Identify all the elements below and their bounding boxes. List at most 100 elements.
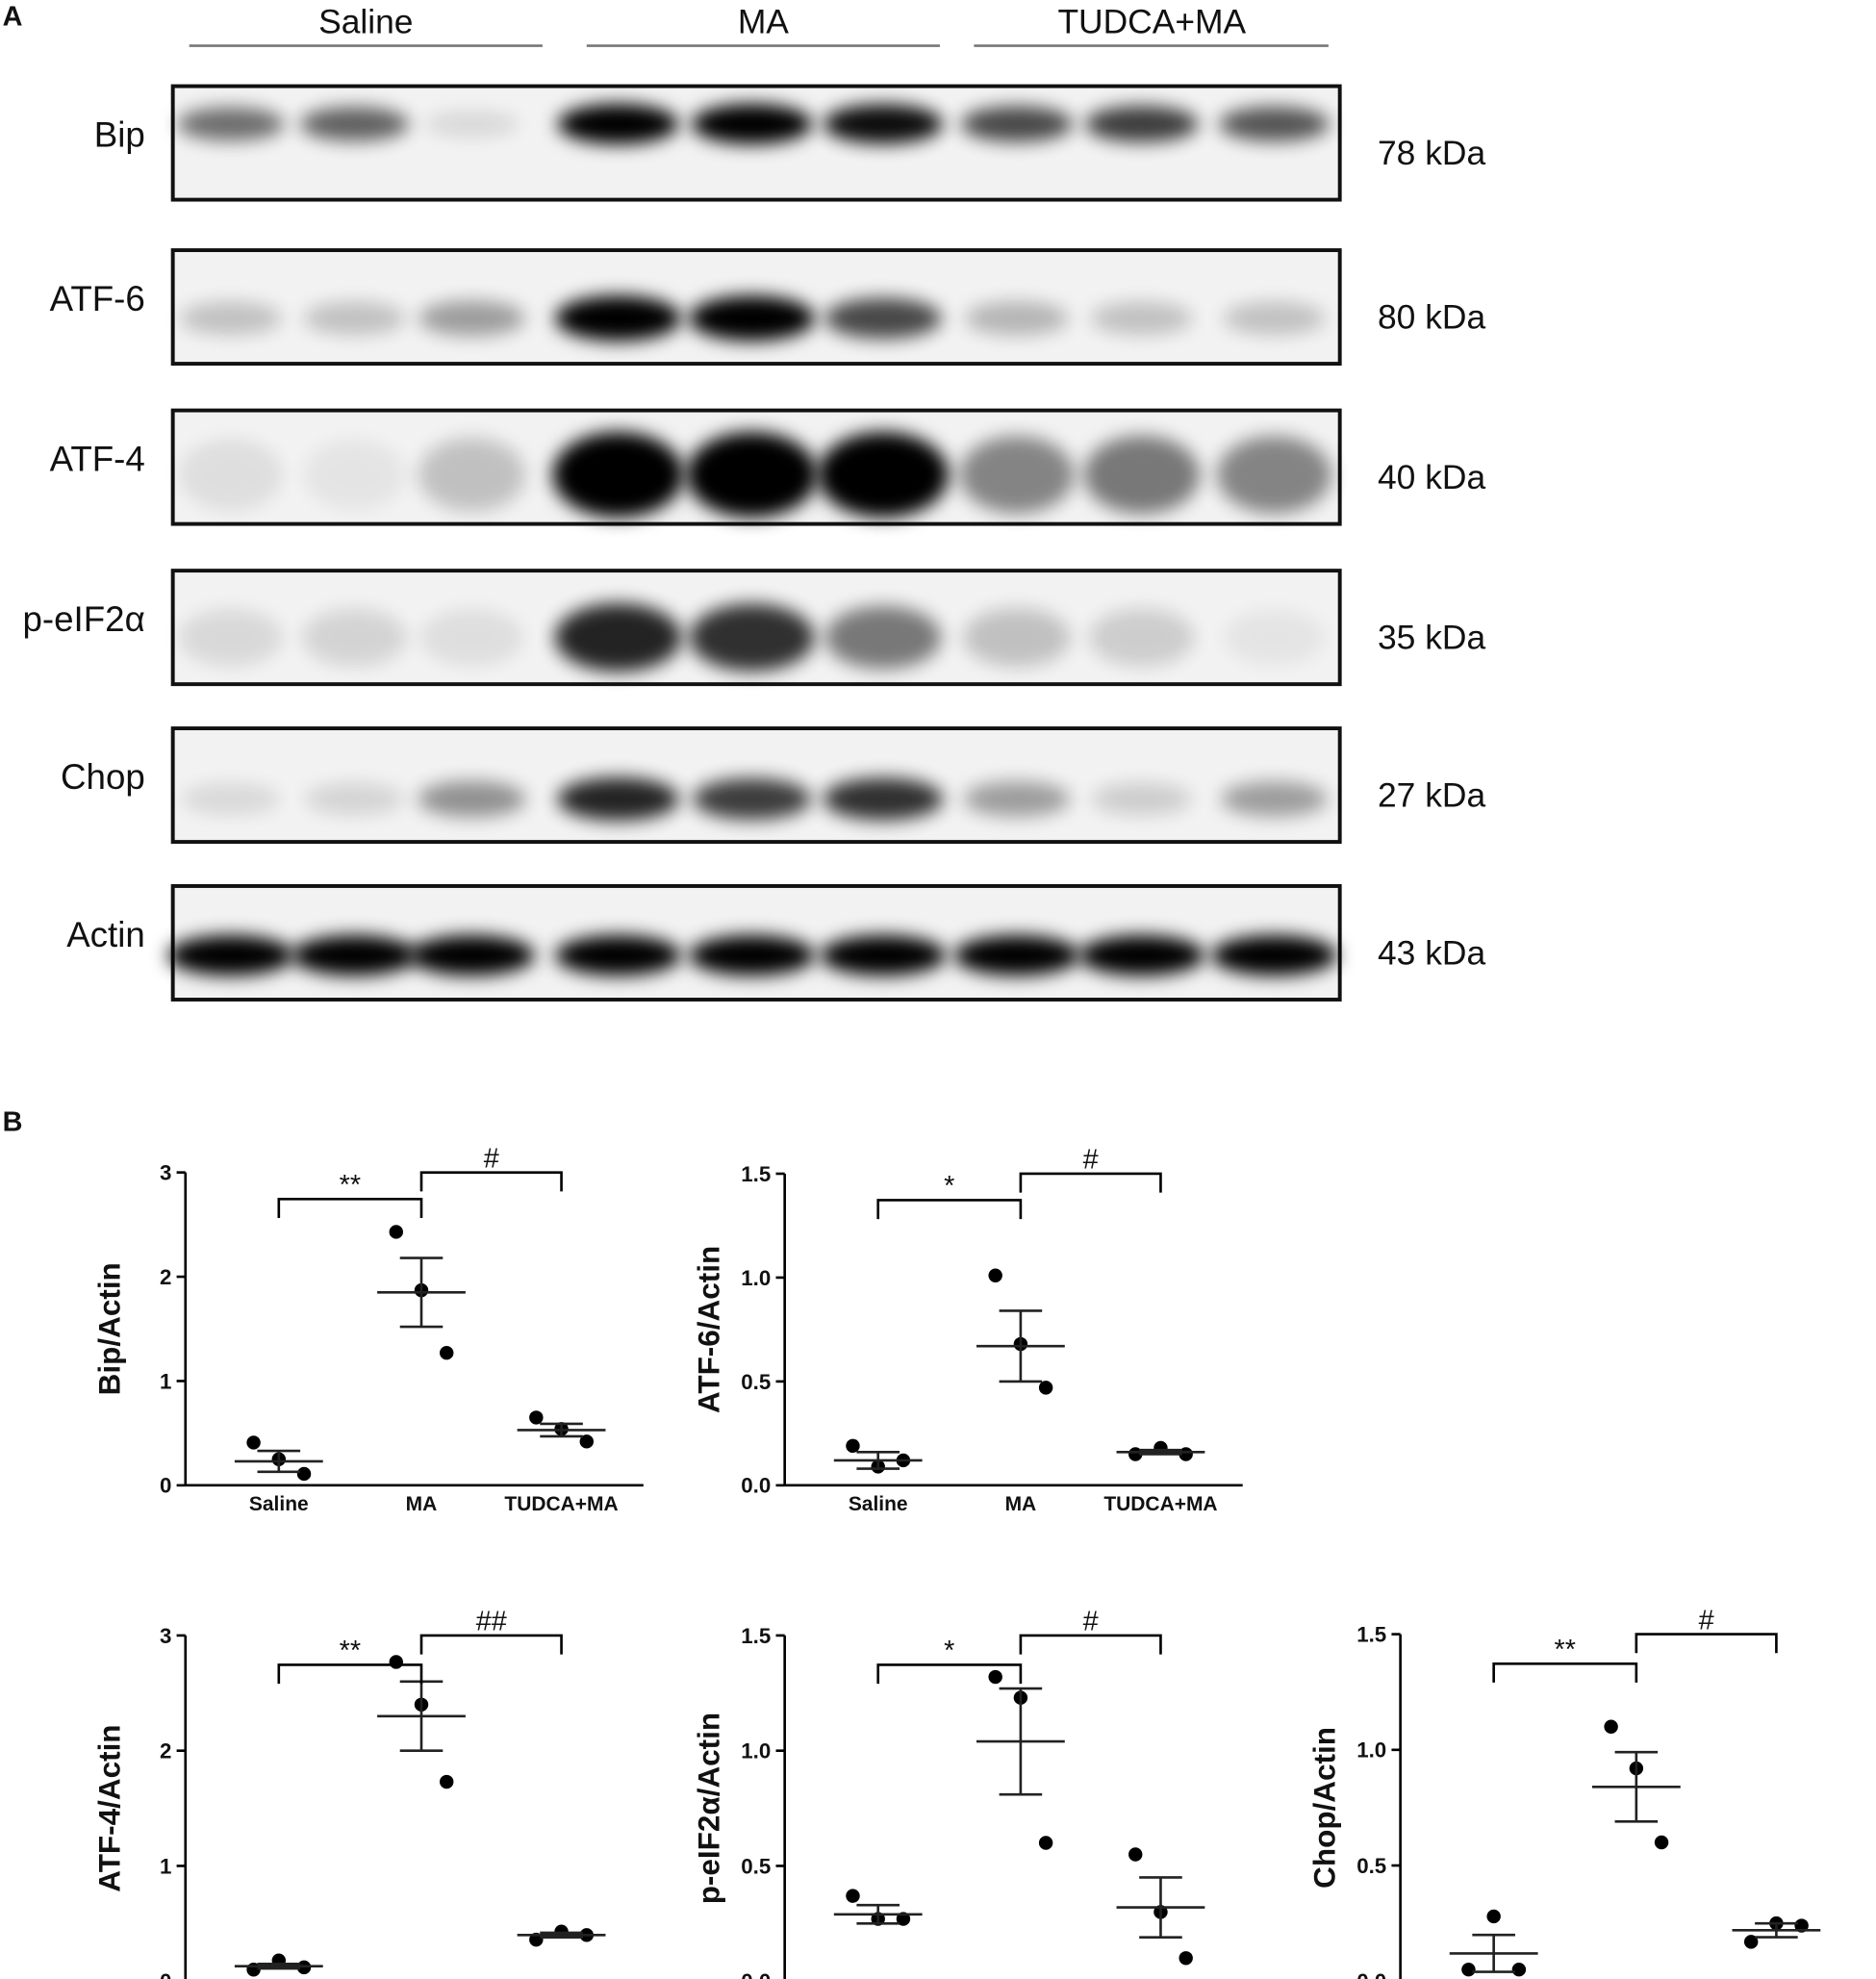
significance-label: # bbox=[484, 1143, 499, 1174]
band bbox=[1223, 609, 1326, 666]
point bbox=[1604, 1719, 1618, 1734]
band bbox=[820, 935, 947, 977]
point bbox=[389, 1655, 403, 1669]
significance-label: # bbox=[1083, 1145, 1099, 1176]
band bbox=[689, 603, 815, 672]
band bbox=[424, 111, 520, 138]
significance-label: # bbox=[1083, 1607, 1099, 1637]
band bbox=[418, 780, 526, 818]
band bbox=[1210, 935, 1338, 977]
point bbox=[1743, 1935, 1759, 1949]
y-tick-label: 2 bbox=[160, 1265, 171, 1289]
blot-label: Actin bbox=[66, 915, 145, 954]
band bbox=[1221, 780, 1328, 817]
band bbox=[304, 782, 405, 816]
significance-bracket bbox=[419, 1634, 563, 1655]
band bbox=[689, 295, 816, 342]
point bbox=[529, 1410, 544, 1425]
group-label: Saline bbox=[318, 2, 413, 40]
band bbox=[963, 780, 1071, 817]
blot-label: Bip bbox=[94, 115, 145, 155]
point bbox=[1179, 1447, 1193, 1461]
point bbox=[389, 1225, 403, 1239]
band bbox=[691, 103, 813, 144]
x-tick-label: TUDCA+MA bbox=[504, 1493, 618, 1515]
band bbox=[419, 609, 524, 667]
point bbox=[846, 1889, 860, 1903]
blot bbox=[170, 569, 1342, 687]
blot-label: p-eIF2α bbox=[23, 599, 145, 639]
band bbox=[181, 782, 281, 816]
y-tick-label: 2 bbox=[160, 1739, 171, 1763]
y-tick-label: 0.0 bbox=[741, 1474, 771, 1498]
y-tick-label: 0 bbox=[160, 1474, 171, 1498]
point bbox=[988, 1268, 1002, 1282]
blot bbox=[167, 884, 1342, 1002]
y-axis-label: p-eIF2α/Actin bbox=[692, 1713, 725, 1904]
y-tick-label: 1.5 bbox=[1356, 1622, 1386, 1646]
kda-label: 27 kDa bbox=[1378, 775, 1485, 814]
point bbox=[246, 1435, 261, 1450]
band bbox=[1083, 435, 1201, 515]
band bbox=[1219, 106, 1330, 142]
kda-label: 78 kDa bbox=[1378, 134, 1485, 172]
band bbox=[303, 439, 406, 511]
y-tick-label: 3 bbox=[160, 1624, 171, 1648]
y-tick-label: 1.5 bbox=[741, 1162, 771, 1186]
band bbox=[418, 300, 525, 337]
band bbox=[1091, 782, 1192, 816]
y-axis-label: Bip/Actin bbox=[93, 1262, 127, 1395]
y-tick-label: 0.0 bbox=[741, 1969, 771, 1979]
band bbox=[686, 431, 818, 519]
band bbox=[555, 295, 682, 342]
point bbox=[1461, 1962, 1476, 1977]
significance-bracket bbox=[1019, 1634, 1162, 1655]
significance-label: # bbox=[1699, 1605, 1714, 1636]
point bbox=[1128, 1447, 1143, 1461]
band bbox=[557, 103, 679, 144]
significance-label: ** bbox=[340, 1636, 361, 1666]
y-tick-label: 1.0 bbox=[741, 1266, 771, 1290]
y-tick-label: 1 bbox=[160, 1854, 171, 1878]
band bbox=[692, 777, 812, 821]
band bbox=[824, 297, 942, 340]
band bbox=[291, 935, 418, 977]
band bbox=[963, 608, 1071, 668]
point bbox=[296, 1466, 312, 1482]
point bbox=[988, 1669, 1002, 1685]
group-label: TUDCA+MA bbox=[1057, 2, 1246, 40]
y-axis-label: ATF-6/Actin bbox=[692, 1246, 725, 1413]
x-tick-label: TUDCA+MA bbox=[1103, 1493, 1217, 1515]
band bbox=[1088, 608, 1195, 667]
band bbox=[557, 777, 679, 821]
y-tick-label: 1 bbox=[160, 1369, 171, 1393]
band bbox=[689, 935, 816, 977]
point bbox=[440, 1774, 454, 1789]
y-tick-label: 0 bbox=[160, 1969, 171, 1979]
band bbox=[823, 104, 944, 144]
y-tick-label: 1.0 bbox=[741, 1739, 771, 1763]
band bbox=[302, 608, 407, 667]
band bbox=[178, 608, 284, 667]
x-tick-label: MA bbox=[1005, 1493, 1037, 1515]
band bbox=[960, 106, 1074, 142]
point bbox=[1128, 1847, 1143, 1862]
band bbox=[823, 777, 944, 821]
band bbox=[1223, 301, 1326, 336]
blot-label: Chop bbox=[61, 757, 145, 797]
panel-label: B bbox=[3, 1106, 23, 1137]
band bbox=[167, 935, 294, 977]
point bbox=[1179, 1951, 1193, 1966]
y-axis-label: ATF-4/Actin bbox=[93, 1724, 127, 1891]
band bbox=[177, 107, 285, 141]
band bbox=[179, 439, 283, 511]
band bbox=[959, 436, 1075, 514]
y-tick-label: 0.5 bbox=[1356, 1854, 1386, 1878]
point bbox=[1486, 1909, 1501, 1924]
blot bbox=[170, 84, 1342, 202]
significance-label: ** bbox=[340, 1170, 361, 1201]
band bbox=[180, 301, 282, 336]
band bbox=[552, 431, 684, 519]
y-tick-label: 0.5 bbox=[741, 1854, 771, 1878]
band bbox=[408, 935, 536, 977]
